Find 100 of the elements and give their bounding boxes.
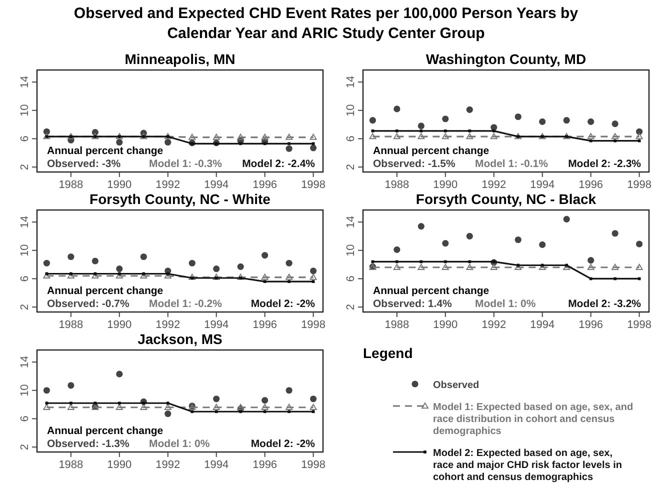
point <box>237 263 244 270</box>
point <box>442 116 449 122</box>
annotation: Observed: 1.4% <box>373 298 452 310</box>
point <box>116 272 123 278</box>
point <box>214 410 218 414</box>
point <box>310 268 317 274</box>
point <box>514 264 522 270</box>
point <box>164 410 172 418</box>
y-tick-label: 14 <box>19 76 31 88</box>
point <box>261 274 268 280</box>
y-tick-label: 10 <box>345 104 357 116</box>
point <box>589 277 592 280</box>
point <box>636 240 643 248</box>
x-tick-label: 1990 <box>107 319 132 331</box>
point <box>286 404 293 410</box>
point <box>444 260 447 264</box>
point <box>563 264 570 270</box>
point <box>369 116 376 124</box>
chart-title: Minneapolis, MN <box>124 51 236 67</box>
text: Observed and Expected CHD Event Rates per 100,000 Person Years by Calendar Year and ARIC Study Center Group <box>74 5 579 42</box>
point <box>188 260 196 266</box>
point <box>68 382 74 389</box>
x-tick-label: 1992 <box>482 319 506 331</box>
annotation: Observed: -0.7% <box>47 298 130 310</box>
point <box>43 404 50 410</box>
y-tick-label: 10 <box>19 244 31 256</box>
y-tick-label: 10 <box>19 104 31 116</box>
point <box>67 272 74 278</box>
annotation: Model 1: 0% <box>149 438 210 450</box>
point <box>395 129 398 132</box>
y-tick-label: 14 <box>345 216 357 228</box>
point <box>43 260 50 266</box>
annotation: Model 2: -2.4% <box>242 158 316 170</box>
point <box>164 138 172 146</box>
point <box>92 258 98 264</box>
point <box>312 410 315 414</box>
point <box>239 142 242 146</box>
point <box>418 122 424 130</box>
point <box>310 144 317 152</box>
x-tick-label: 1998 <box>301 459 326 471</box>
point <box>166 402 170 405</box>
x-tick-label: 1994 <box>530 319 555 331</box>
y-tick-label: 2 <box>345 304 357 310</box>
point <box>468 129 472 132</box>
x-tick-label: 1998 <box>627 179 652 191</box>
y-tick-label: 2 <box>19 304 31 310</box>
point <box>263 280 266 283</box>
x-tick-label: 1992 <box>156 179 180 191</box>
point <box>190 410 194 414</box>
point <box>263 142 266 146</box>
y-tick-label: 10 <box>345 244 357 256</box>
point <box>442 264 449 270</box>
annotation: Annual percent change <box>47 285 164 297</box>
point <box>116 265 123 272</box>
point <box>262 396 268 404</box>
x-tick-label: 1988 <box>384 179 410 191</box>
point <box>563 216 570 223</box>
point <box>116 138 123 146</box>
point <box>116 370 123 378</box>
y-tick-label: 14 <box>19 216 31 228</box>
y-tick-label: 2 <box>19 164 31 170</box>
legend-label: Model 1: Expected based on age, sex, and race distribution in cohort and census demographics <box>433 402 634 437</box>
y-tick-label: 10 <box>19 384 31 396</box>
x-tick-label: 1996 <box>252 179 278 191</box>
x-tick-label: 1996 <box>578 319 604 331</box>
annotation: Model 1: -0.2% <box>149 298 223 310</box>
point <box>420 260 423 264</box>
point <box>239 410 242 414</box>
point <box>393 264 400 270</box>
x-tick-label: 1992 <box>156 319 180 331</box>
y-tick-label: 2 <box>345 164 357 170</box>
point <box>490 264 498 270</box>
point <box>312 280 315 283</box>
point <box>286 274 293 280</box>
point <box>140 404 148 410</box>
point <box>587 264 594 270</box>
point <box>466 133 474 140</box>
point <box>638 139 641 142</box>
point <box>468 260 472 264</box>
point <box>538 264 546 270</box>
point <box>587 133 594 140</box>
annotation: Model 1: -0.3% <box>149 158 223 170</box>
chart-title: Jackson, MS <box>138 331 222 347</box>
x-tick-label: 1996 <box>252 459 278 471</box>
annotation: Annual percent change <box>373 145 490 157</box>
y-tick-label: 6 <box>19 136 31 142</box>
annotation: Observed: -3% <box>47 158 122 170</box>
point <box>68 253 74 260</box>
point <box>262 252 268 259</box>
x-tick-label: 1988 <box>58 459 84 471</box>
point <box>636 264 643 270</box>
annotation: Model 1: -0.1% <box>475 158 549 170</box>
annotation: Model 2: -2.3% <box>568 158 642 170</box>
x-tick-label: 1990 <box>433 319 458 331</box>
point <box>188 134 196 140</box>
point <box>310 274 317 280</box>
x-tick-label: 1992 <box>482 179 506 191</box>
x-tick-label: 1994 <box>204 179 229 191</box>
point <box>288 410 291 414</box>
point <box>43 128 50 135</box>
